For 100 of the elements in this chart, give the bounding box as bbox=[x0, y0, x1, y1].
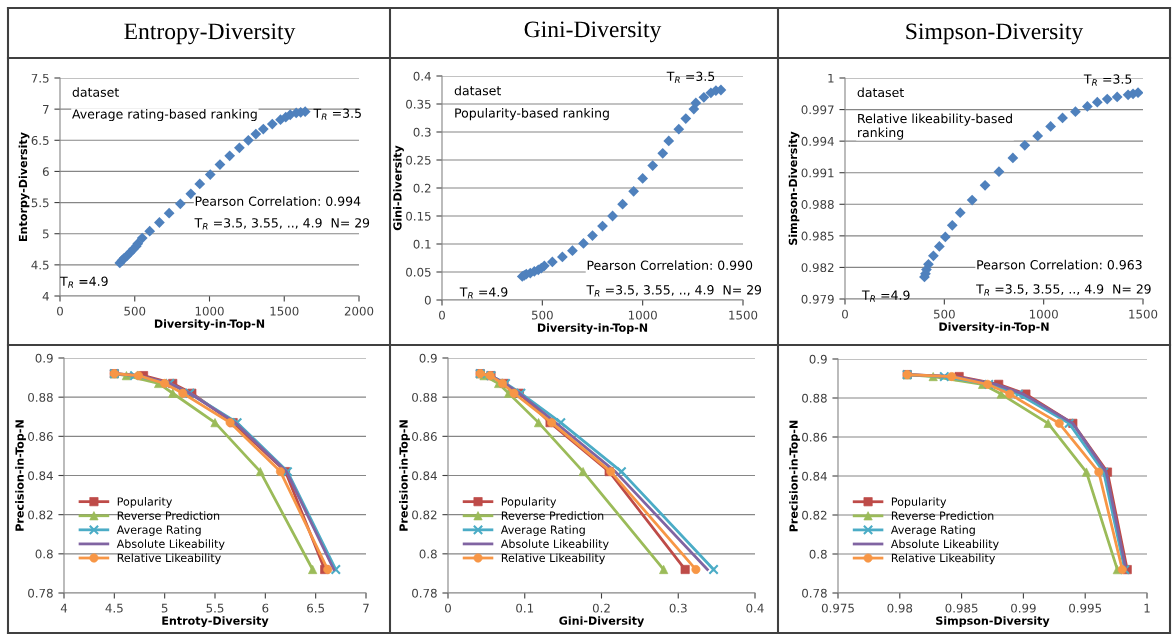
legend-label: Relative Likeability bbox=[891, 553, 996, 565]
y-tick-label: 0.84 bbox=[802, 471, 827, 481]
y-tick-label: 0.05 bbox=[406, 267, 431, 277]
x-axis-title: Diversity-in-Top-N bbox=[154, 319, 265, 331]
annotation: T$_{R}$ =3.5 bbox=[1083, 74, 1132, 86]
legend-label: Absolute Likeability bbox=[500, 539, 609, 551]
y-tick-label: 0.8 bbox=[35, 549, 53, 559]
x-tick-label: 0 bbox=[842, 309, 848, 319]
y-tick-label: 0.3 bbox=[413, 127, 431, 137]
y-tick-label: 0.86 bbox=[802, 432, 827, 442]
x-tick-label: 0 bbox=[445, 603, 451, 613]
x-tick-label: 0.1 bbox=[516, 603, 534, 613]
x-tick-label: 500 bbox=[124, 306, 146, 316]
legend-label: Absolute Likeability bbox=[890, 539, 999, 551]
x-axis-title: Simpson-Diversity bbox=[936, 616, 1050, 628]
x-tick-label: 6.5 bbox=[307, 603, 325, 613]
y-tick-label: 0.991 bbox=[801, 168, 834, 178]
x-tick-label: 1000 bbox=[1029, 309, 1058, 319]
x-tick-label: 0.995 bbox=[1069, 603, 1102, 613]
legend-label: Relative Likeability bbox=[117, 553, 221, 565]
y-tick-label: 0.86 bbox=[412, 432, 437, 441]
annotation: T$_{R}$ =3.5, 3.55, .., 4.9 N= 29 bbox=[976, 284, 1151, 296]
x-tick-label: 5 bbox=[161, 603, 168, 613]
x-tick-label: 0 bbox=[57, 306, 63, 316]
y-tick-label: 0.84 bbox=[28, 471, 53, 481]
y-tick-label: 0.994 bbox=[801, 136, 834, 146]
x-tick-label: 2000 bbox=[344, 306, 374, 316]
y-tick-label: 0.82 bbox=[28, 510, 53, 520]
y-axis-title: Precision-in-Top-N bbox=[15, 420, 26, 531]
x-tick-label: 0.975 bbox=[821, 603, 854, 613]
y-tick-label: 0.86 bbox=[28, 432, 53, 441]
y-tick-label: 0.8 bbox=[419, 549, 437, 559]
x-tick-label: 0.99 bbox=[1011, 603, 1036, 613]
annotation: dataset bbox=[72, 87, 119, 97]
annotation: T$_{R}$ =3.5, 3.55, .., 4.9 N= 29 bbox=[586, 285, 762, 297]
y-tick-label: 5.5 bbox=[31, 198, 49, 208]
y-tick-label: 4 bbox=[42, 291, 49, 301]
annotation: T$_{R}$ =4.9 bbox=[861, 290, 910, 302]
annotation: Relative likeability-based ranking bbox=[858, 113, 1012, 140]
legend-label: Popularity bbox=[891, 497, 947, 508]
y-tick-label: 0.8 bbox=[809, 549, 827, 559]
y-tick-label: 0.988 bbox=[801, 200, 834, 209]
chart-title: Entropy-Diversity bbox=[124, 23, 296, 45]
y-tick-label: 7 bbox=[43, 105, 49, 114]
legend-label: Relative Likeability bbox=[501, 553, 606, 565]
y-tick-label: 0.82 bbox=[412, 510, 437, 520]
legend-label: Popularity bbox=[117, 497, 173, 508]
annotation: T$_{R}$ =3.5 bbox=[666, 71, 715, 83]
y-axis-title: Precision-in-Top-N bbox=[789, 420, 800, 532]
x-tick-label: 4 bbox=[60, 603, 68, 613]
x-tick-label: 0 bbox=[439, 310, 445, 320]
annotation: T$_{R}$ =4.9 bbox=[459, 287, 508, 299]
y-tick-label: 7.5 bbox=[31, 73, 49, 83]
y-tick-label: 0.9 bbox=[35, 353, 53, 363]
x-axis-title: Entroty-Diversity bbox=[162, 616, 269, 628]
legend-label: Absolute Likeability bbox=[116, 539, 225, 551]
y-tick-label: 0.78 bbox=[412, 588, 437, 598]
y-tick-label: 0 bbox=[424, 295, 431, 305]
legend-label: Reverse Prediction bbox=[117, 511, 220, 520]
x-tick-label: 6 bbox=[262, 603, 269, 613]
y-tick-label: 5 bbox=[42, 229, 49, 239]
annotation: T$_{R}$ =3.5 bbox=[313, 108, 361, 120]
y-tick-label: 0.78 bbox=[28, 588, 53, 598]
y-tick-label: 0.82 bbox=[802, 510, 827, 520]
y-tick-label: 0.9 bbox=[809, 354, 827, 364]
legend-label: Average Rating bbox=[500, 525, 585, 537]
y-tick-label: 0.84 bbox=[412, 471, 437, 481]
y-tick-label: 0.15 bbox=[406, 211, 431, 221]
x-tick-label: 0.985 bbox=[945, 603, 978, 613]
y-tick-label: 1 bbox=[828, 73, 834, 83]
annotation: Average rating-based ranking bbox=[72, 109, 257, 122]
x-tick-label: 4.5 bbox=[105, 603, 123, 613]
annotation: Pearson Correlation: 0.990 bbox=[587, 260, 753, 271]
y-tick-label: 0.35 bbox=[406, 99, 431, 109]
y-tick-label: 6.5 bbox=[31, 136, 49, 145]
x-axis-title: Gini-Diversity bbox=[559, 616, 645, 628]
y-tick-label: 0.78 bbox=[802, 588, 827, 598]
annotation: Pearson Correlation: 0.963 bbox=[977, 259, 1142, 270]
legend-label: Average Rating bbox=[890, 525, 975, 537]
annotation: Popularity-based ranking bbox=[455, 108, 609, 121]
x-axis-title: Diversity-in-Top-N bbox=[939, 322, 1049, 334]
x-tick-label: 500 bbox=[531, 310, 553, 320]
y-tick-label: 0.1 bbox=[413, 239, 431, 249]
x-tick-label: 1500 bbox=[270, 306, 299, 316]
x-tick-label: 1500 bbox=[729, 310, 758, 320]
legend-label: Reverse Prediction bbox=[501, 511, 604, 520]
x-tick-label: 1 bbox=[1144, 603, 1150, 613]
x-tick-label: 1000 bbox=[628, 310, 657, 320]
y-axis-title: Precision-in-Top-N bbox=[399, 420, 410, 531]
x-tick-label: 7 bbox=[363, 603, 369, 613]
y-tick-label: 0.25 bbox=[406, 155, 431, 165]
x-tick-label: 0.98 bbox=[887, 603, 913, 613]
y-axis-title: Entorpy-Diversity bbox=[18, 132, 30, 241]
y-tick-label: 0.979 bbox=[801, 294, 834, 304]
y-tick-label: 0.88 bbox=[28, 392, 53, 402]
y-tick-label: 0.997 bbox=[801, 105, 834, 115]
y-tick-label: 0.985 bbox=[801, 231, 834, 241]
x-tick-label: 1000 bbox=[195, 306, 224, 316]
annotation: T$_{R}$ =3.5, 3.55, .., 4.9 N= 29 bbox=[194, 218, 370, 230]
y-axis-title: Gini-Diversity bbox=[393, 145, 404, 231]
